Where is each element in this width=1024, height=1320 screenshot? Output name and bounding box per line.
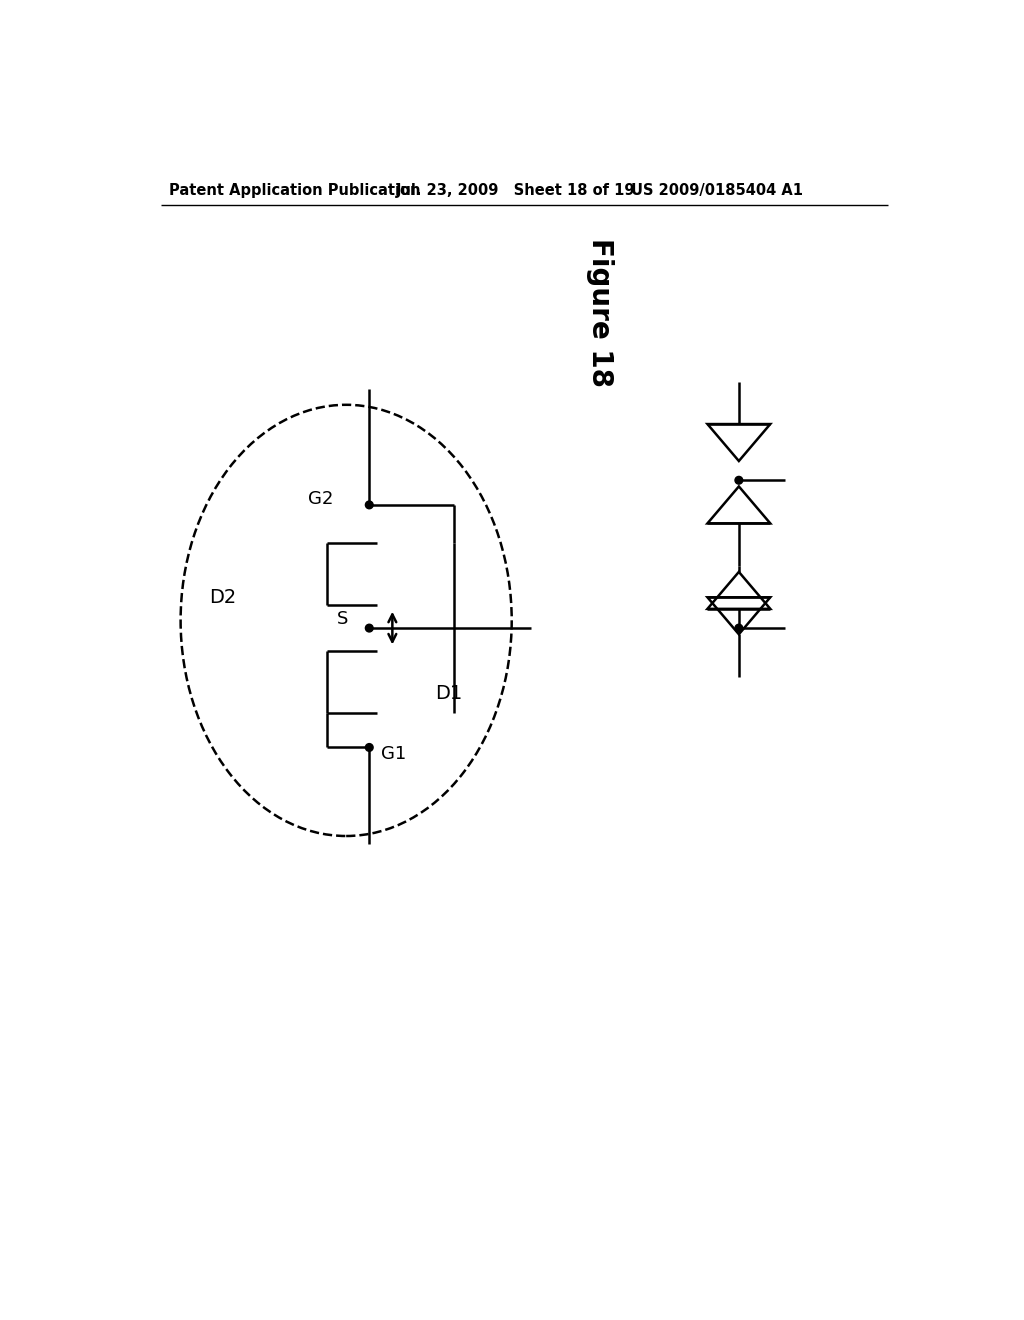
Text: D1: D1 bbox=[435, 684, 462, 704]
Circle shape bbox=[366, 624, 373, 632]
Circle shape bbox=[366, 502, 373, 508]
Text: G2: G2 bbox=[307, 490, 333, 508]
Text: S: S bbox=[337, 610, 348, 628]
Circle shape bbox=[735, 624, 742, 632]
Circle shape bbox=[735, 477, 742, 484]
Text: D2: D2 bbox=[209, 587, 237, 607]
Text: Patent Application Publication: Patent Application Publication bbox=[169, 183, 421, 198]
Text: G1: G1 bbox=[381, 744, 407, 763]
Text: Jul. 23, 2009   Sheet 18 of 19: Jul. 23, 2009 Sheet 18 of 19 bbox=[396, 183, 636, 198]
Text: US 2009/0185404 A1: US 2009/0185404 A1 bbox=[631, 183, 803, 198]
Text: Figure 18: Figure 18 bbox=[587, 238, 614, 387]
Circle shape bbox=[366, 743, 373, 751]
